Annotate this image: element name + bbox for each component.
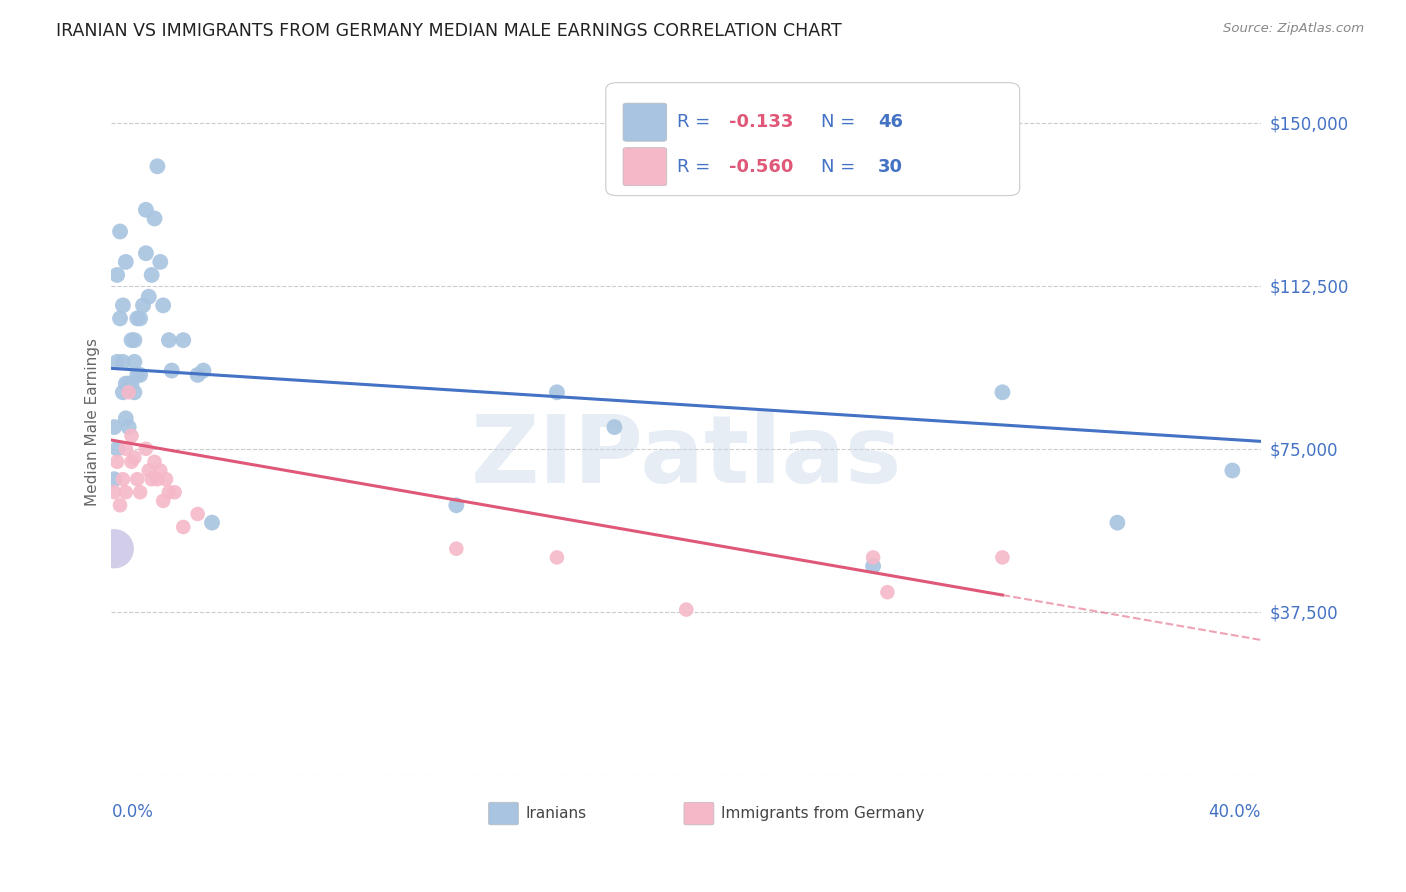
Point	[862, 550, 884, 565]
Point	[446, 541, 468, 556]
Point	[108, 311, 131, 326]
Text: 46: 46	[879, 113, 903, 131]
Point	[111, 472, 134, 486]
Point	[105, 268, 128, 282]
Point	[103, 420, 125, 434]
Point	[129, 485, 152, 500]
Point	[991, 550, 1014, 565]
Text: R =: R =	[678, 158, 721, 176]
Point	[152, 494, 174, 508]
Point	[114, 442, 136, 456]
Text: N =: N =	[821, 113, 860, 131]
Point	[121, 455, 143, 469]
Point	[103, 485, 125, 500]
Point	[111, 385, 134, 400]
Point	[124, 355, 146, 369]
FancyBboxPatch shape	[683, 802, 714, 825]
Point	[124, 385, 146, 400]
Point	[105, 442, 128, 456]
Point	[187, 368, 209, 382]
Point	[160, 363, 183, 377]
Text: Immigrants from Germany: Immigrants from Germany	[721, 806, 924, 821]
Text: -0.133: -0.133	[728, 113, 793, 131]
Point	[141, 268, 163, 282]
Point	[105, 355, 128, 369]
Point	[114, 376, 136, 391]
Point	[129, 368, 152, 382]
Point	[121, 333, 143, 347]
Point	[187, 507, 209, 521]
Point	[124, 450, 146, 465]
Text: Iranians: Iranians	[526, 806, 586, 821]
Point	[135, 442, 157, 456]
Point	[127, 311, 149, 326]
Point	[108, 225, 131, 239]
Text: ZIPatlas: ZIPatlas	[471, 411, 901, 503]
Y-axis label: Median Male Earnings: Median Male Earnings	[86, 337, 100, 506]
Point	[114, 411, 136, 425]
Point	[124, 333, 146, 347]
Point	[446, 498, 468, 512]
Point	[146, 159, 169, 173]
Point	[201, 516, 224, 530]
Point	[876, 585, 898, 599]
Point	[103, 472, 125, 486]
Text: 0.0%: 0.0%	[111, 803, 153, 821]
Text: IRANIAN VS IMMIGRANTS FROM GERMANY MEDIAN MALE EARNINGS CORRELATION CHART: IRANIAN VS IMMIGRANTS FROM GERMANY MEDIA…	[56, 22, 842, 40]
Point	[193, 363, 215, 377]
Point	[121, 376, 143, 391]
Point	[138, 290, 160, 304]
Point	[138, 463, 160, 477]
Point	[675, 602, 697, 616]
Text: 40.0%: 40.0%	[1209, 803, 1261, 821]
Point	[105, 455, 128, 469]
Point	[157, 485, 180, 500]
Point	[141, 472, 163, 486]
Point	[991, 385, 1014, 400]
Point	[121, 428, 143, 442]
Point	[127, 472, 149, 486]
Point	[111, 355, 134, 369]
Point	[108, 498, 131, 512]
Point	[118, 420, 141, 434]
Point	[114, 255, 136, 269]
Point	[127, 368, 149, 382]
Point	[152, 298, 174, 312]
Point	[546, 385, 568, 400]
Point	[155, 472, 177, 486]
Point	[146, 472, 169, 486]
Point	[129, 311, 152, 326]
Point	[111, 298, 134, 312]
Point	[149, 255, 172, 269]
Point	[149, 463, 172, 477]
Point	[172, 520, 194, 534]
Text: -0.560: -0.560	[728, 158, 793, 176]
FancyBboxPatch shape	[488, 802, 519, 825]
Point	[114, 485, 136, 500]
FancyBboxPatch shape	[623, 103, 666, 141]
Point	[163, 485, 186, 500]
Point	[1222, 463, 1244, 477]
Point	[143, 455, 166, 469]
Point	[135, 202, 157, 217]
FancyBboxPatch shape	[623, 147, 666, 186]
Point	[103, 541, 125, 556]
FancyBboxPatch shape	[606, 83, 1019, 195]
Point	[1107, 516, 1129, 530]
Text: N =: N =	[821, 158, 860, 176]
Text: Source: ZipAtlas.com: Source: ZipAtlas.com	[1223, 22, 1364, 36]
Point	[143, 211, 166, 226]
Text: 30: 30	[879, 158, 903, 176]
Point	[603, 420, 626, 434]
Point	[118, 385, 141, 400]
Point	[546, 550, 568, 565]
Point	[172, 333, 194, 347]
Point	[135, 246, 157, 260]
Point	[118, 376, 141, 391]
Point	[132, 298, 155, 312]
Point	[862, 559, 884, 574]
Point	[157, 333, 180, 347]
Text: R =: R =	[678, 113, 721, 131]
